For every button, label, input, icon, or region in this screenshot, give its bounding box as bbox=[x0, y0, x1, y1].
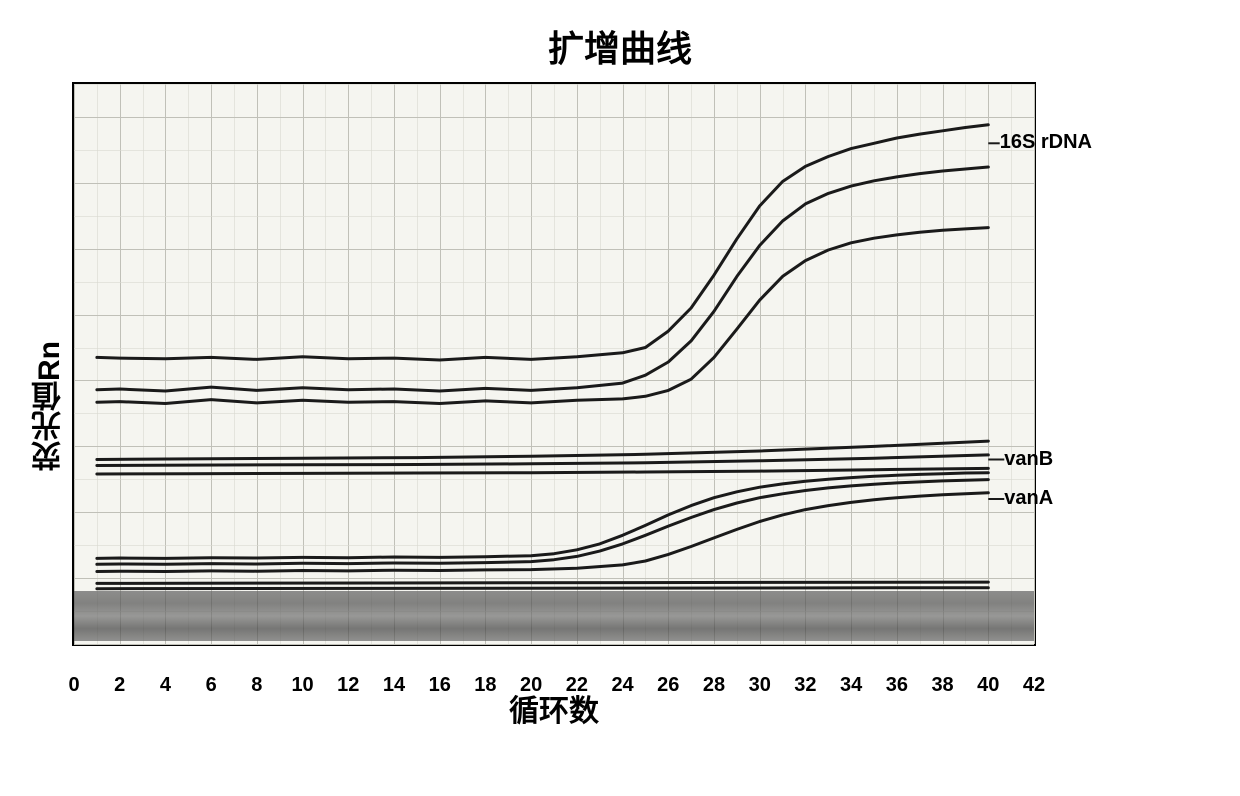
curves-svg bbox=[74, 84, 1034, 644]
x-tick-label: 36 bbox=[886, 674, 908, 697]
chart-container: 扩增曲线 荧光值Rn 010,00020,00030,00040,00050,0… bbox=[20, 20, 1220, 776]
x-tick-label: 40 bbox=[977, 674, 999, 697]
x-tick-label: 30 bbox=[749, 674, 771, 697]
grid-line-vertical bbox=[1034, 84, 1035, 644]
series-flat_1 bbox=[97, 582, 988, 583]
series-flat_2 bbox=[97, 588, 988, 589]
series-rdna_3 bbox=[97, 228, 988, 404]
series-vanb_3 bbox=[97, 468, 988, 474]
series-vanb_1 bbox=[97, 441, 988, 459]
x-tick-label: 8 bbox=[251, 674, 262, 697]
series-label-16s-rdna: 16S rDNA bbox=[1000, 131, 1092, 154]
plot-area: 010,00020,00030,00040,00050,00060,00070,… bbox=[72, 82, 1036, 646]
x-tick-label: 34 bbox=[840, 674, 862, 697]
x-tick-label: 18 bbox=[474, 674, 496, 697]
plot-wrapper: 荧光值Rn 010,00020,00030,00040,00050,00060,… bbox=[20, 82, 1220, 730]
x-tick-label: 28 bbox=[703, 674, 725, 697]
x-tick-label: 14 bbox=[383, 674, 405, 697]
x-tick-label: 16 bbox=[429, 674, 451, 697]
x-tick-label: 4 bbox=[160, 674, 171, 697]
plot-box: 010,00020,00030,00040,00050,00060,00070,… bbox=[72, 82, 1036, 730]
x-tick-label: 24 bbox=[611, 674, 633, 697]
x-tick-label: 38 bbox=[931, 674, 953, 697]
x-tick-label: 12 bbox=[337, 674, 359, 697]
x-tick-label: 0 bbox=[68, 674, 79, 697]
x-tick-label: 10 bbox=[291, 674, 313, 697]
series-label-vana: vanA bbox=[1004, 487, 1053, 510]
x-tick-label: 42 bbox=[1023, 674, 1045, 697]
x-tick-label: 2 bbox=[114, 674, 125, 697]
chart-title: 扩增曲线 bbox=[20, 20, 1220, 72]
x-tick-label: 20 bbox=[520, 674, 542, 697]
series-vana_2 bbox=[97, 480, 988, 565]
grid-line-horizontal bbox=[74, 644, 1034, 645]
x-tick-label: 22 bbox=[566, 674, 588, 697]
x-tick-label: 6 bbox=[206, 674, 217, 697]
x-tick-label: 26 bbox=[657, 674, 679, 697]
y-axis-label: 荧光值Rn bbox=[20, 82, 72, 730]
series-label-vanb: vanB bbox=[1004, 448, 1053, 471]
x-tick-label: 32 bbox=[794, 674, 816, 697]
